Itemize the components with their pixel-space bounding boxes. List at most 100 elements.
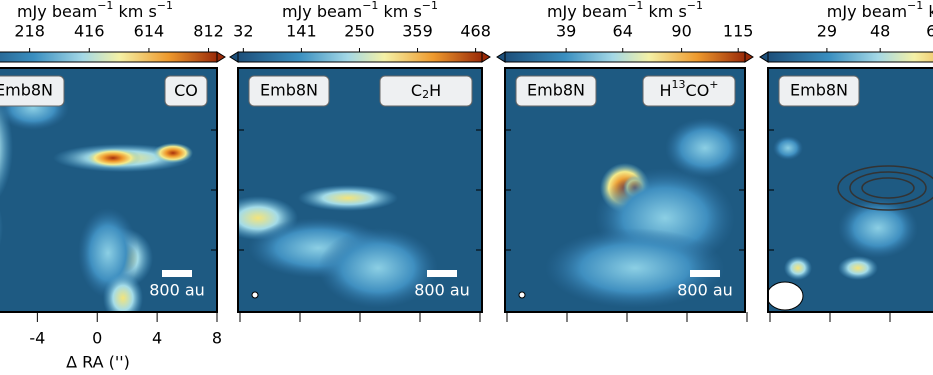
colorbar-extend (496, 51, 506, 63)
line-label: C2H (411, 81, 441, 102)
colorbar-label: mJy beam−1 km s−1 (547, 0, 703, 21)
colorbar-label-part: −1 (157, 0, 173, 12)
contour (861, 177, 915, 199)
source-box (0, 75, 65, 107)
scale-bar (162, 270, 192, 277)
colorbar-tick-label: 141 (286, 22, 317, 41)
emission (665, 118, 745, 178)
line-label-part: 2 (422, 88, 429, 101)
colorbar-label-part: km s (113, 2, 156, 21)
line-label-part: CO (174, 81, 198, 100)
scale-bar-label: 800 au (414, 281, 470, 300)
colorbar-label-part: −1 (907, 0, 923, 12)
beam (251, 291, 259, 299)
line-box (642, 75, 736, 107)
colorbar-tick-label: 64 (613, 22, 633, 41)
source-label: Emb8N (790, 81, 848, 100)
scale-bar (690, 270, 720, 277)
emission (0, 209, 3, 247)
contour (837, 165, 933, 211)
intensity-map (768, 68, 933, 312)
line-label-part: CO (686, 81, 710, 100)
source-label: Emb8N (260, 81, 318, 100)
colorbar-label-part: −1 (687, 0, 703, 12)
line-label-part: C (411, 81, 422, 100)
scale-bar-label: 800 au (149, 281, 205, 300)
colorbar-tick-label: 250 (344, 22, 375, 41)
colorbar-label-part: −1 (627, 0, 643, 12)
colorbar (237, 51, 483, 63)
source-box (515, 75, 597, 107)
colorbar-label-part: mJy beam (827, 2, 907, 21)
colorbar (0, 51, 218, 63)
colorbar-label-part: −1 (362, 0, 378, 12)
colorbar-label-part: mJy beam (17, 2, 97, 21)
scale-bar (427, 270, 457, 277)
colorbar-label-part: −1 (422, 0, 438, 12)
x-tick-label: 8 (212, 329, 222, 348)
colorbar-tick-label: 29 (817, 22, 837, 41)
emission (784, 256, 812, 280)
colorbar-tick-label: 115 (723, 22, 754, 41)
line-label-part: H (429, 81, 441, 100)
colorbar-label-part: km (923, 2, 933, 21)
line-box (164, 75, 208, 107)
beam (768, 281, 804, 311)
emission (545, 228, 725, 308)
colorbar-tick-label: 468 (460, 22, 491, 41)
colorbar-tick-label: 39 (556, 22, 576, 41)
colorbar-label-part: km s (643, 2, 686, 21)
line-label: CO (174, 81, 198, 100)
panel: 294868mJy beam−1 kmEmb8N (759, 0, 933, 322)
colorbar-tick-label: 416 (74, 22, 105, 41)
x-axis-label: Δ RA ('') (66, 353, 130, 372)
line-box (379, 75, 473, 107)
source-box (778, 75, 860, 107)
emission (103, 273, 143, 312)
x-tick-label: 0 (92, 329, 102, 348)
colorbar-tick-label: 48 (870, 22, 890, 41)
colorbar-label-part: mJy beam (547, 2, 627, 21)
line-label-part: 13 (672, 78, 686, 91)
x-tick-label: -4 (29, 329, 45, 348)
colorbar-tick-label: 614 (134, 22, 165, 41)
line-label-part: + (709, 78, 718, 91)
line-label: H13CO+ (659, 78, 718, 100)
emission (153, 143, 193, 163)
colorbar-label-part: −1 (97, 0, 113, 12)
colorbar-tick-label: 32 (233, 22, 253, 41)
colorbar-tick-label: 812 (193, 22, 224, 41)
emission (85, 148, 141, 168)
colorbar-tick-label: 359 (402, 22, 433, 41)
colorbar-tick-label: 218 (14, 22, 45, 41)
source-label: Emb8N (527, 81, 585, 100)
line-label-part: H (659, 81, 671, 100)
x-tick-label: 4 (152, 329, 162, 348)
colorbar (767, 51, 933, 63)
emission (298, 185, 398, 211)
colorbar-extend (216, 51, 226, 63)
intensity-map (505, 68, 745, 312)
scale-bar-label: 800 au (677, 281, 733, 300)
colorbar (504, 51, 746, 63)
emission (318, 228, 438, 308)
colorbar-tick-label: 90 (671, 22, 691, 41)
source-label: Emb8N (0, 81, 53, 100)
colorbar-extend (744, 51, 754, 63)
colorbar-label: mJy beam−1 km s−1 (282, 0, 438, 21)
colorbar-label: mJy beam−1 km s−1 (17, 0, 173, 21)
colorbar-extend (229, 51, 239, 63)
emission (838, 198, 918, 258)
source-box (248, 75, 330, 107)
emission (773, 136, 803, 160)
colorbar-extend (481, 51, 491, 63)
contour (849, 171, 927, 205)
colorbar-label-part: km s (378, 2, 421, 21)
intensity-map (0, 68, 217, 312)
colorbar-label: mJy beam−1 km (827, 0, 933, 21)
intensity-map (238, 68, 482, 312)
emission (838, 256, 878, 280)
